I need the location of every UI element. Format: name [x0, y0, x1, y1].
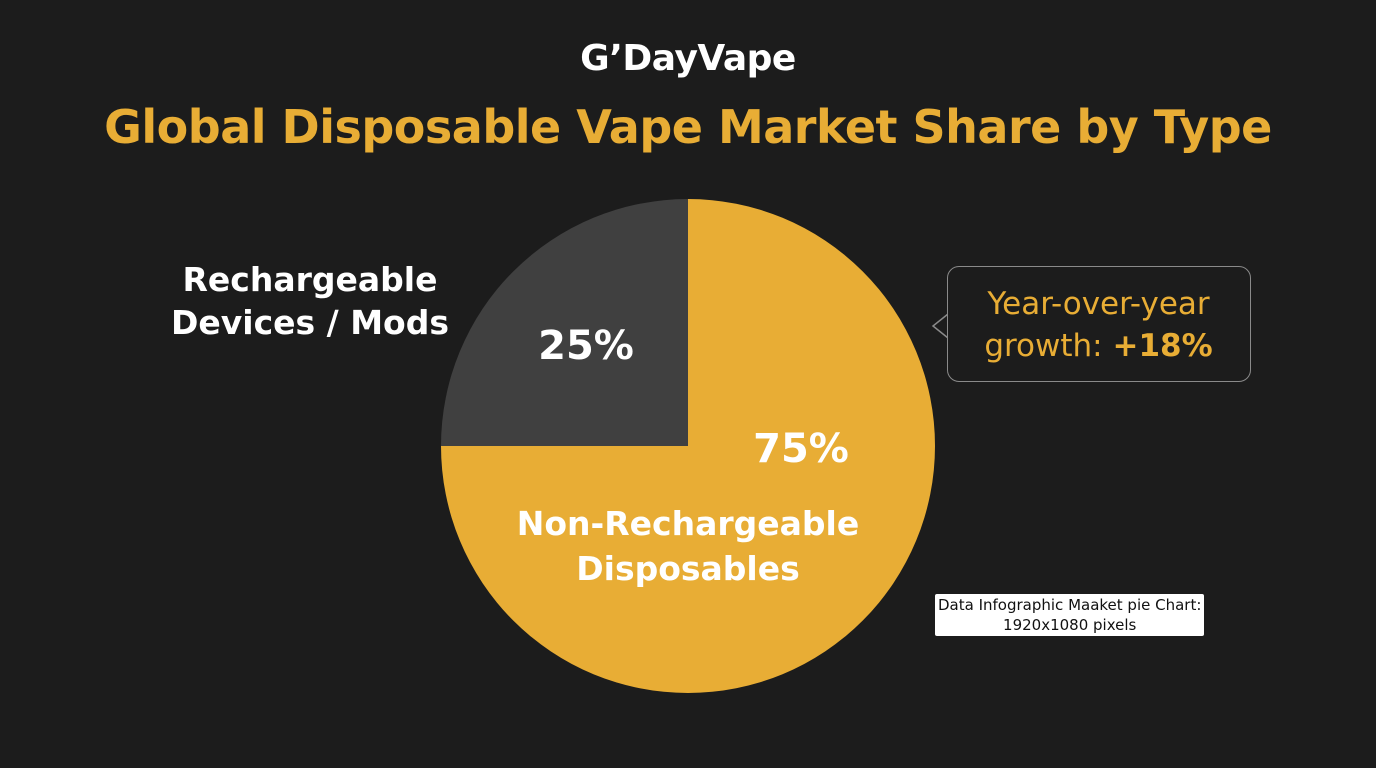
callout-line1: Year-over-year: [987, 286, 1210, 322]
pie-slice-rechargeable: [441, 199, 688, 446]
callout-line2: growth: +18%: [948, 325, 1249, 367]
caption-line1: Data Infographic Maaket pie Chart:: [938, 596, 1202, 614]
slice-value-rechargeable: 25%: [538, 323, 634, 369]
caption-line2: 1920x1080 pixels: [1003, 616, 1137, 634]
pie-slices: [441, 199, 935, 693]
slice-label-non-rechargeable-line2: Disposables: [576, 549, 800, 588]
growth-callout: Year-over-year growth: +18%: [947, 266, 1251, 382]
image-caption: Data Infographic Maaket pie Chart: 1920x…: [935, 594, 1205, 636]
slice-label-rechargeable-line1: Rechargeable: [182, 260, 438, 299]
slice-value-non-rechargeable: 75%: [753, 426, 849, 472]
callout-growth-label: growth:: [984, 328, 1113, 364]
slice-label-non-rechargeable-line1: Non-Rechargeable: [517, 504, 859, 543]
slice-label-rechargeable: Rechargeable Devices / Mods: [160, 258, 460, 344]
callout-growth-value: +18%: [1112, 328, 1213, 364]
pie-slice-texts: 75% 25% Non-Rechargeable Disposables: [517, 323, 859, 588]
callout-pointer: [931, 313, 949, 339]
brand-name: G’DayVape: [580, 38, 796, 79]
chart-title: Global Disposable Vape Market Share by T…: [104, 100, 1272, 154]
slice-label-rechargeable-line2: Devices / Mods: [171, 303, 449, 342]
